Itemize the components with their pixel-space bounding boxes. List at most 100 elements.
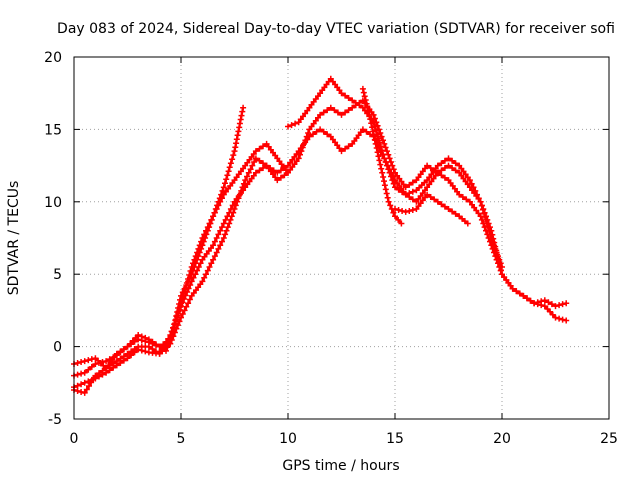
data-point xyxy=(317,126,324,133)
data-point xyxy=(242,177,249,184)
data-point xyxy=(472,187,479,194)
data-point xyxy=(277,167,284,174)
data-point xyxy=(379,169,386,176)
y-tick-label: 10 xyxy=(44,195,62,211)
data-point xyxy=(313,128,320,135)
data-point xyxy=(206,220,213,227)
data-point xyxy=(327,104,334,111)
data-point xyxy=(131,346,138,352)
data-point xyxy=(342,145,349,152)
data-point xyxy=(406,190,413,197)
data-point xyxy=(92,372,99,379)
data-point xyxy=(192,271,199,278)
data-point xyxy=(395,216,402,223)
x-tick-label: 10 xyxy=(279,431,297,447)
data-point xyxy=(206,264,213,270)
data-point xyxy=(239,108,246,115)
data-point xyxy=(302,137,309,144)
data-point xyxy=(376,139,383,146)
data-point xyxy=(438,160,445,167)
data-point xyxy=(252,148,259,155)
data-point xyxy=(165,335,172,342)
data-point xyxy=(491,242,497,249)
data-point xyxy=(499,264,505,270)
data-point xyxy=(324,131,331,138)
tick-layer: 0 5 10 15 20 25 -5 0 5 10 15 20 xyxy=(44,50,618,447)
data-point xyxy=(225,168,232,175)
data-point xyxy=(124,350,131,357)
data-point xyxy=(371,136,378,143)
data-point xyxy=(342,109,349,116)
data-point xyxy=(395,207,402,213)
data-point xyxy=(223,227,230,234)
data-point xyxy=(195,245,202,252)
data-point xyxy=(160,343,167,350)
data-point xyxy=(352,99,359,106)
x-tick-label: 0 xyxy=(70,431,79,447)
data-point xyxy=(374,131,381,138)
data-point xyxy=(185,300,192,307)
data-point xyxy=(463,196,470,203)
data-point xyxy=(370,128,376,135)
data-point xyxy=(190,260,196,267)
data-point xyxy=(474,191,480,198)
series-line xyxy=(72,128,568,389)
data-point xyxy=(559,316,566,323)
data-point xyxy=(194,267,201,274)
data-point xyxy=(153,348,159,355)
data-point xyxy=(477,198,484,205)
data-point xyxy=(449,208,456,215)
data-point xyxy=(334,109,341,116)
data-point xyxy=(249,162,256,169)
data-point xyxy=(376,157,383,164)
data-point xyxy=(222,180,228,187)
data-point xyxy=(281,172,288,179)
data-point xyxy=(113,352,120,359)
data-point xyxy=(92,361,99,367)
data-point xyxy=(366,111,373,118)
data-point xyxy=(103,365,110,372)
data-point xyxy=(153,341,159,348)
data-point xyxy=(527,297,534,304)
data-point xyxy=(128,348,135,355)
data-point xyxy=(349,97,356,104)
data-point xyxy=(464,220,471,227)
data-point xyxy=(113,358,120,365)
y-tick-label: 5 xyxy=(53,267,62,283)
data-point xyxy=(238,112,245,119)
data-point xyxy=(563,300,570,307)
series-satellite-track-7 xyxy=(392,191,471,227)
data-point xyxy=(445,155,452,162)
data-point xyxy=(299,144,306,151)
data-point xyxy=(203,227,209,234)
x-tick-label: 25 xyxy=(600,431,618,447)
data-point xyxy=(138,333,145,340)
data-point xyxy=(445,206,452,212)
data-point xyxy=(388,169,395,176)
data-point xyxy=(377,161,384,168)
data-point xyxy=(215,245,222,252)
data-point xyxy=(385,151,392,158)
data-point xyxy=(356,102,363,109)
data-point xyxy=(185,285,192,292)
data-point xyxy=(384,148,390,155)
data-point xyxy=(361,93,368,100)
data-point xyxy=(384,194,391,201)
data-point xyxy=(201,231,208,238)
y-tick-label: -5 xyxy=(48,412,62,428)
data-point xyxy=(183,303,190,310)
data-point xyxy=(480,206,486,213)
data-point xyxy=(184,289,191,295)
data-point xyxy=(285,123,291,130)
data-point xyxy=(301,140,307,147)
data-point xyxy=(434,198,441,205)
data-point xyxy=(222,216,229,223)
data-point xyxy=(387,202,394,209)
data-point xyxy=(211,238,218,245)
data-point xyxy=(488,235,495,241)
data-point xyxy=(466,177,473,184)
data-point xyxy=(281,165,288,171)
data-point xyxy=(96,370,102,377)
data-point xyxy=(331,107,338,114)
